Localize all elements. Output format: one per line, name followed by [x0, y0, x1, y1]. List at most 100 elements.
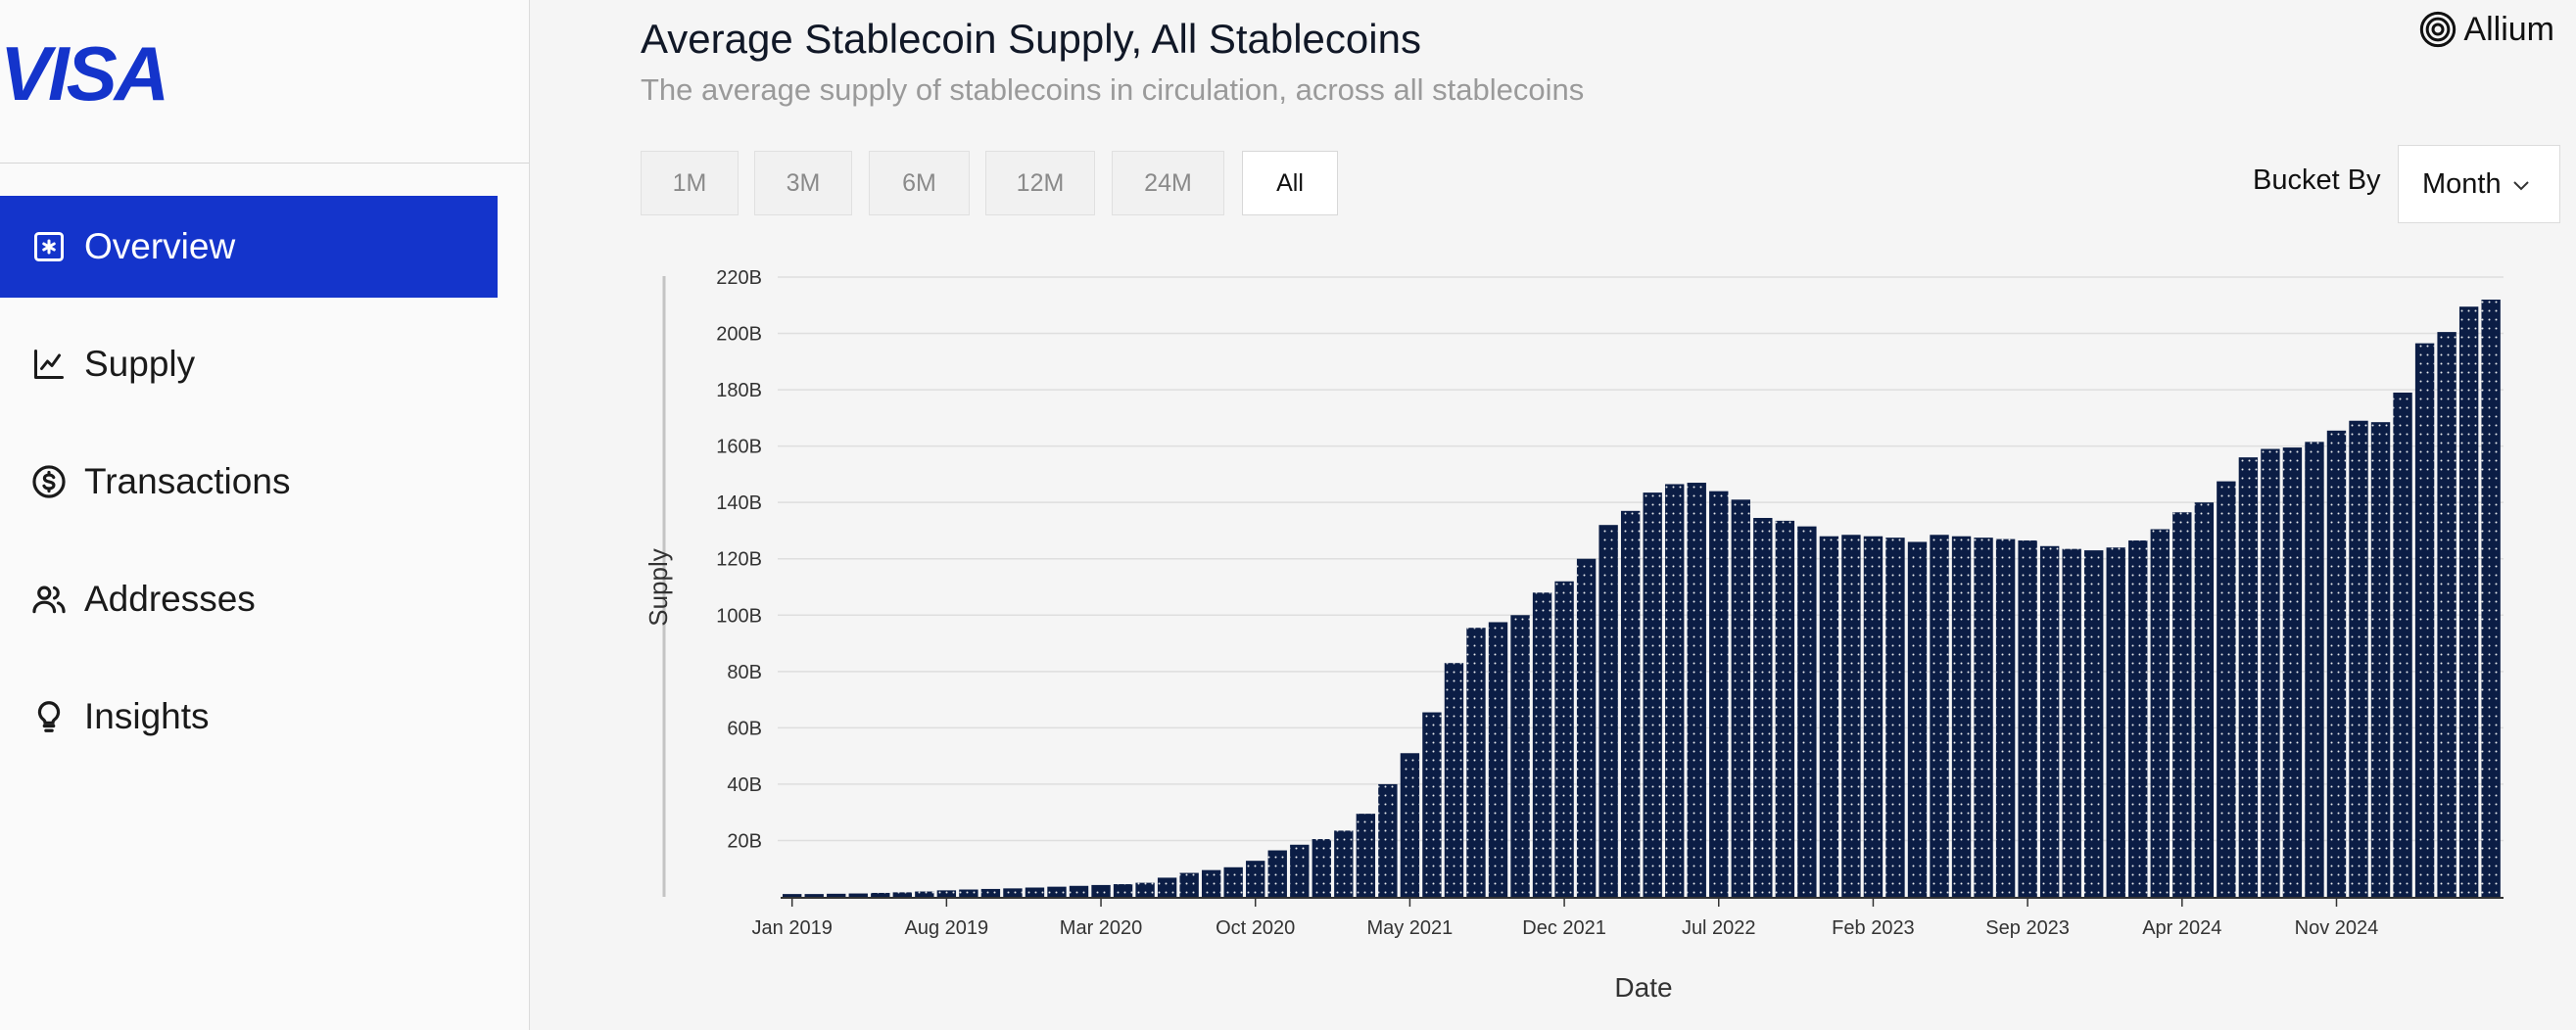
- visa-logo: VISA: [0, 30, 169, 117]
- bar-pattern: [2062, 548, 2081, 897]
- y-tick-label: 80B: [727, 662, 762, 683]
- sidebar-item-label: Insights: [84, 696, 210, 736]
- range-3m-button[interactable]: 3M: [754, 151, 852, 215]
- range-1m-button[interactable]: 1M: [641, 151, 739, 215]
- bar-pattern: [1554, 581, 1574, 897]
- y-tick-label: 60B: [727, 718, 762, 739]
- bar-pattern: [1841, 535, 1861, 897]
- bar-pattern: [1400, 753, 1420, 897]
- bar-pattern: [804, 894, 824, 897]
- bar-pattern: [1488, 622, 1508, 897]
- bar-pattern: [783, 894, 802, 897]
- bar-pattern: [1974, 538, 1993, 897]
- bar-pattern: [1267, 850, 1287, 897]
- y-tick-label: 140B: [716, 492, 762, 514]
- bar-pattern: [1930, 535, 1949, 897]
- line-chart-icon: [29, 345, 69, 384]
- bar-pattern: [1334, 830, 1354, 897]
- bar-pattern: [1620, 510, 1641, 897]
- bar-pattern: [1444, 663, 1464, 897]
- y-tick-label: 120B: [716, 549, 762, 571]
- sidebar-item-transactions[interactable]: Transactions: [0, 431, 498, 533]
- bar-pattern: [1863, 536, 1884, 897]
- x-tick-label: Nov 2024: [2295, 917, 2379, 939]
- overview-icon: [29, 227, 69, 266]
- bar-pattern: [1687, 483, 1706, 897]
- bar-pattern: [1576, 558, 1597, 897]
- bar-pattern: [2481, 300, 2501, 897]
- y-tick-label: 100B: [716, 605, 762, 627]
- bar-pattern: [892, 892, 913, 897]
- range-all-button[interactable]: All: [1242, 151, 1338, 215]
- sidebar-item-insights[interactable]: Insights: [0, 666, 498, 768]
- x-axis-label: Date: [1614, 972, 1672, 1003]
- y-axis-label: Supply: [644, 548, 673, 627]
- range-6m-button[interactable]: 6M: [869, 151, 970, 215]
- bar-pattern: [2039, 545, 2060, 897]
- bar-pattern: [2128, 540, 2148, 897]
- bar-pattern: [1797, 526, 1817, 897]
- range-24m-button[interactable]: 24M: [1112, 151, 1224, 215]
- bar-pattern: [2084, 550, 2104, 897]
- bar-pattern: [2261, 448, 2280, 897]
- bar-pattern: [2150, 529, 2170, 897]
- bar-pattern: [2018, 540, 2037, 897]
- bar-pattern: [1157, 877, 1177, 897]
- bar-pattern: [1819, 536, 1839, 897]
- x-tick-labels: Jan 2019 Aug 2019 Mar 2020 Oct 2020 May 2021…: [752, 898, 2379, 939]
- logo-divider: [0, 163, 529, 164]
- sidebar-item-label: Transactions: [84, 461, 291, 501]
- brand-name: Allium: [2463, 10, 2554, 48]
- allium-brand: Allium: [2418, 10, 2554, 49]
- x-tick-label: May 2021: [1366, 917, 1453, 939]
- x-tick-label: Jul 2022: [1682, 917, 1756, 939]
- bar-pattern: [1091, 884, 1111, 897]
- y-tick-label: 200B: [716, 324, 762, 346]
- y-tick-label: 40B: [727, 774, 762, 796]
- bar-pattern: [2393, 392, 2412, 897]
- bar-pattern: [1598, 525, 1618, 897]
- bar-pattern: [1201, 869, 1221, 897]
- bar-pattern: [2437, 332, 2457, 897]
- bar-pattern: [1223, 866, 1243, 897]
- bar-pattern: [2172, 512, 2192, 897]
- bar-pattern: [1731, 499, 1750, 897]
- sidebar-item-addresses[interactable]: Addresses: [0, 548, 498, 650]
- bar-pattern: [1246, 861, 1265, 897]
- bar-pattern: [1135, 882, 1155, 897]
- y-tick-label: 160B: [716, 437, 762, 458]
- bar-pattern: [2326, 430, 2347, 897]
- sidebar-item-label: Supply: [84, 344, 196, 384]
- x-tick-label: Apr 2024: [2142, 917, 2221, 939]
- x-tick-label: Mar 2020: [1060, 917, 1143, 939]
- bar-pattern: [1907, 541, 1928, 897]
- bar-pattern: [1047, 886, 1067, 897]
- allium-logo-icon: [2420, 11, 2457, 48]
- bar-pattern: [1312, 839, 1331, 897]
- bucket-by-label: Bucket By: [2253, 164, 2381, 196]
- sidebar-item-overview[interactable]: Overview: [0, 196, 498, 298]
- main-panel: Average Stablecoin Supply, All Stablecoi…: [594, 0, 2576, 1030]
- bucket-by-value: Month: [2422, 167, 2502, 200]
- sidebar: VISA Overview Supply Transactions Addres…: [0, 0, 530, 1030]
- bar-pattern: [2458, 306, 2479, 897]
- bar-pattern: [1709, 491, 1729, 897]
- bar-pattern: [2414, 343, 2435, 897]
- bar-pattern: [2217, 481, 2236, 897]
- bar-pattern: [871, 892, 890, 897]
- dollar-coin-icon: [29, 462, 69, 501]
- sidebar-item-supply[interactable]: Supply: [0, 313, 498, 415]
- bar-pattern: [1532, 592, 1552, 897]
- x-tick-label: Aug 2019: [905, 917, 989, 939]
- page-subtitle: The average supply of stablecoins in cir…: [641, 72, 1585, 107]
- bar-pattern: [1179, 872, 1199, 897]
- bucket-by-select[interactable]: Month: [2398, 145, 2560, 223]
- bar-pattern: [1113, 884, 1133, 897]
- bar-pattern: [2370, 422, 2391, 897]
- range-12m-button[interactable]: 12M: [985, 151, 1095, 215]
- users-icon: [29, 580, 69, 619]
- bar-pattern: [1025, 887, 1045, 897]
- bar-pattern: [980, 888, 1001, 897]
- bar-pattern: [936, 890, 957, 897]
- x-tick-label: Sep 2023: [1985, 917, 2070, 939]
